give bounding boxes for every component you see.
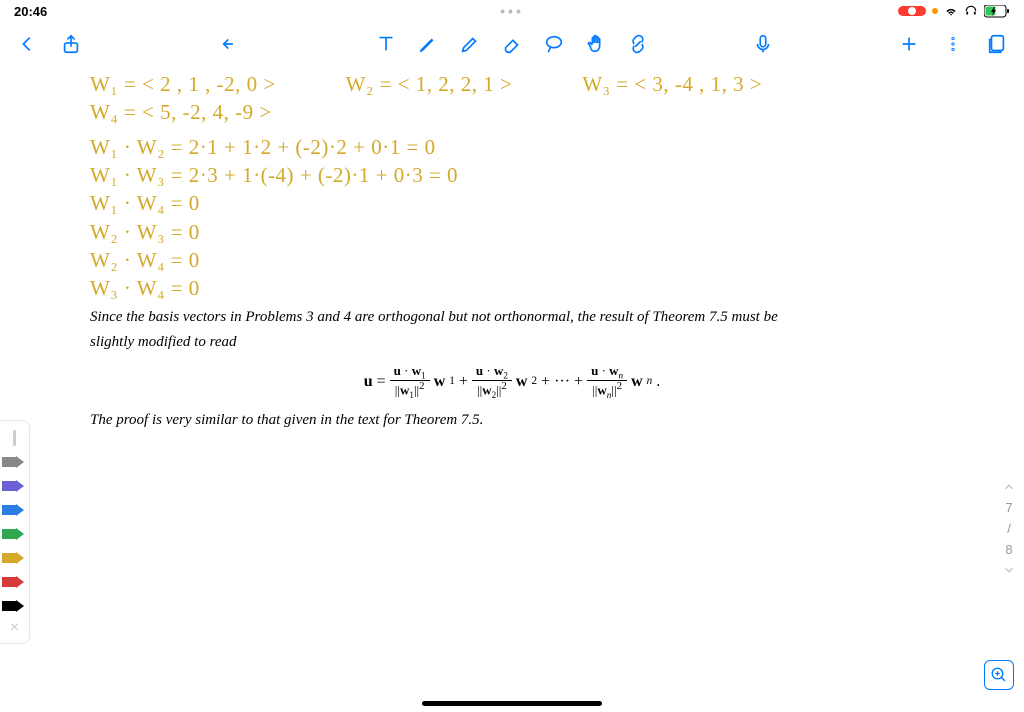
printed-line-1: Since the basis vectors in Problems 3 an… [90,305,934,331]
handwriting-block: W₁ = < 2 , 1 , -2, 0 > W₂ = < 1, 2, 2, 1 … [90,70,934,303]
formula: u = u · w1||w1||2 w1 + u · w2||w2||2 w2 … [90,364,934,401]
pen-tool-icon[interactable] [417,33,439,55]
zoom-button[interactable] [984,660,1014,690]
hw-dot12: W₁ · W₂ = 2·1 + 1·2 + (-2)·2 + 0·1 = 0 [90,133,934,161]
hand-tool-icon[interactable] [585,33,607,55]
back-icon[interactable] [16,33,38,55]
palette-pencil-3[interactable] [2,523,28,545]
hw-w1: W₁ = < 2 , 1 , -2, 0 > [90,72,276,96]
hw-dot23: W₂ · W₃ = 0 [90,218,934,246]
printed-line-3: The proof is very similar to that given … [90,408,934,434]
canvas-content[interactable]: W₁ = < 2 , 1 , -2, 0 > W₂ = < 1, 2, 2, 1 … [0,66,1024,712]
hw-w2: W₂ = < 1, 2, 2, 1 > [346,72,513,96]
lasso-tool-icon[interactable] [543,33,565,55]
page-indicator[interactable]: 7 / 8 [1002,480,1016,577]
toolbar [0,22,1024,66]
add-icon[interactable] [898,33,920,55]
palette-handle[interactable] [2,427,28,449]
hw-dot24: W₂ · W₄ = 0 [90,246,934,274]
home-indicator[interactable] [422,701,602,706]
page-total: 8 [1005,542,1012,557]
screen-record-indicator[interactable] [898,6,926,16]
status-time: 20:46 [14,4,47,19]
multitask-ellipsis[interactable]: ••• [500,3,524,19]
palette-pencil-2[interactable] [2,499,28,521]
page-sep: / [1007,521,1011,536]
printed-line-2: slightly modified to read [90,330,934,356]
hw-dot34: W₃ · W₄ = 0 [90,274,934,302]
color-palette[interactable]: × [0,420,30,644]
pages-icon[interactable] [986,33,1008,55]
status-bar: 20:46 ••• [0,0,1024,22]
text-tool-icon[interactable] [375,33,397,55]
chevron-down-icon[interactable] [1002,563,1016,577]
chevron-up-icon[interactable] [1002,480,1016,494]
wifi-icon [944,4,958,18]
palette-pencil-6[interactable] [2,595,28,617]
palette-pencil-0[interactable] [2,451,28,473]
page-current: 7 [1005,500,1012,515]
undo-icon[interactable] [220,33,242,55]
palette-close-icon[interactable]: × [0,619,29,637]
zoom-in-icon [990,666,1008,684]
hw-w3: W₃ = < 3, -4 , 1, 3 > [582,72,762,96]
mic-icon[interactable] [752,33,774,55]
link-tool-icon[interactable] [627,33,649,55]
eraser-tool-icon[interactable] [501,33,523,55]
battery-icon [984,5,1010,18]
printed-block: Since the basis vectors in Problems 3 an… [90,305,934,434]
status-right [898,4,1010,18]
hw-dot14: W₁ · W₄ = 0 [90,189,934,217]
hw-dot13: W₁ · W₃ = 2·3 + 1·(-4) + (-2)·1 + 0·3 = … [90,161,934,189]
mic-in-use-dot [932,8,938,14]
share-icon[interactable] [60,33,82,55]
headphones-icon [964,4,978,18]
palette-pencil-5[interactable] [2,571,28,593]
palette-pencil-1[interactable] [2,475,28,497]
hw-w4: W₄ = < 5, -2, 4, -9 > [90,98,934,126]
highlighter-tool-icon[interactable] [459,33,481,55]
palette-pencil-4[interactable] [2,547,28,569]
more-icon[interactable] [942,33,964,55]
